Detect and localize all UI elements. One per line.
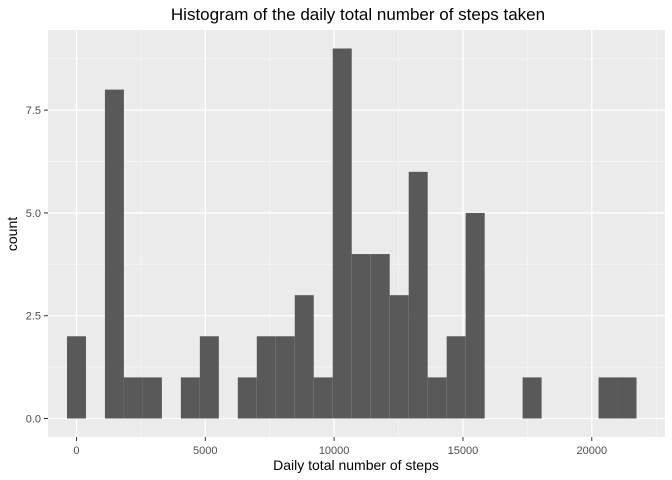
histogram-bar <box>351 254 371 419</box>
histogram-bar <box>294 295 314 419</box>
histogram-bar <box>199 336 219 419</box>
y-axis-label: count <box>4 217 20 251</box>
histogram-bar <box>427 377 447 419</box>
histogram-bar <box>446 336 466 419</box>
histogram-bar <box>617 377 637 419</box>
histogram-bar <box>332 48 352 419</box>
y-axis-ticks: 0.0 2.5 5.0 7.5 <box>26 105 48 426</box>
x-tick-label: 10000 <box>319 445 350 457</box>
x-tick-label: 0 <box>73 445 79 457</box>
x-tick-label: 20000 <box>576 445 607 457</box>
histogram-bar <box>256 336 276 419</box>
histogram-bar <box>123 377 143 419</box>
histogram-bar <box>142 377 162 419</box>
histogram-bar <box>275 336 295 419</box>
histogram-bar <box>370 254 390 419</box>
x-axis-label: Daily total number of steps <box>273 457 439 473</box>
histogram-bar <box>104 89 124 419</box>
y-tick-label: 5.0 <box>26 208 41 220</box>
x-axis-ticks: 0 5000 10000 15000 20000 <box>73 437 607 457</box>
histogram-bar <box>180 377 200 419</box>
y-tick-label: 7.5 <box>26 105 41 117</box>
y-tick-label: 0.0 <box>26 414 41 426</box>
histogram-bar <box>522 377 542 419</box>
histogram-bar <box>598 377 618 419</box>
y-tick-label: 2.5 <box>26 311 41 323</box>
chart-title: Histogram of the daily total number of s… <box>171 5 545 24</box>
histogram-bar <box>313 377 333 419</box>
histogram-bar <box>465 212 485 419</box>
histogram-bar <box>66 336 86 419</box>
histogram-bar <box>389 295 409 419</box>
x-tick-label: 5000 <box>193 445 217 457</box>
x-tick-label: 15000 <box>448 445 479 457</box>
bars-group <box>66 48 637 419</box>
histogram-bar <box>237 377 257 419</box>
histogram-bar <box>408 171 428 419</box>
